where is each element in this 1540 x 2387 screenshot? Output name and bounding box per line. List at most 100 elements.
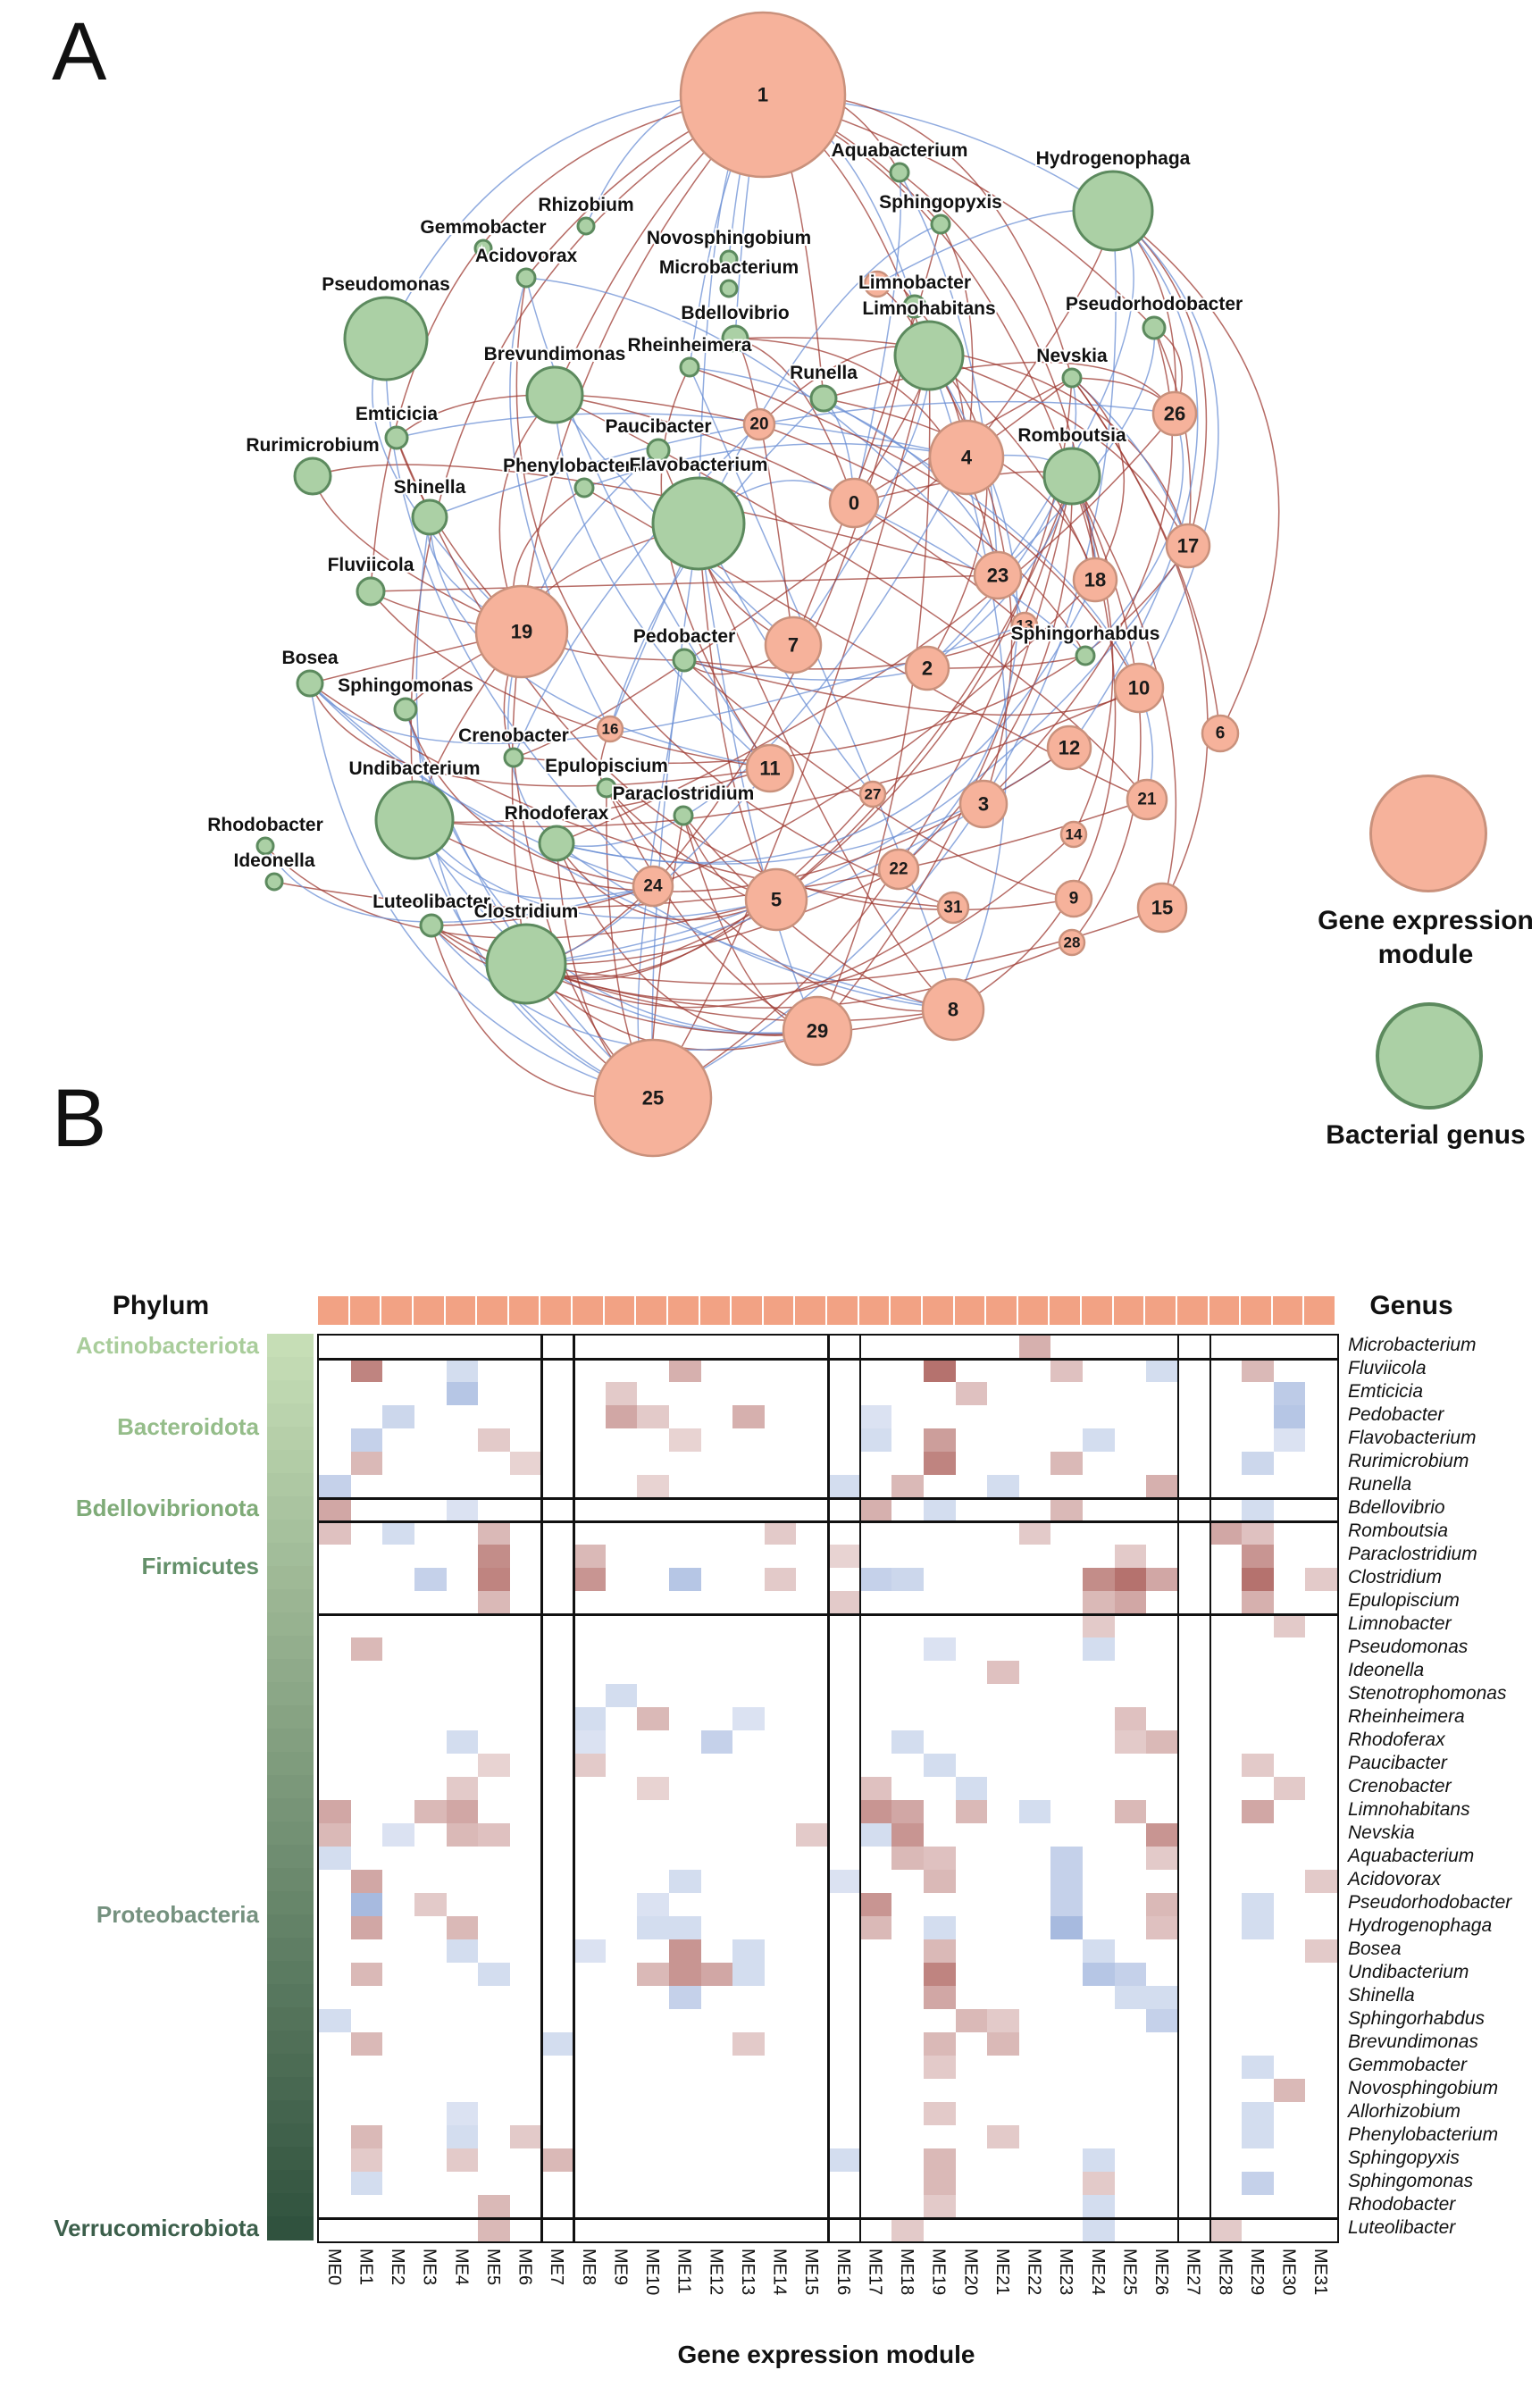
heatmap-cell bbox=[414, 1800, 447, 1823]
genus-row-label: Pedobacter bbox=[1348, 1404, 1444, 1425]
phylum-sidebar-cell bbox=[267, 2077, 314, 2101]
genus-row-label: Microbacterium bbox=[1348, 1335, 1477, 1355]
heatmap-cell bbox=[923, 1452, 956, 1475]
network-edge bbox=[525, 277, 771, 769]
heatmap-cell bbox=[923, 1428, 956, 1452]
heatmap-cell bbox=[446, 1498, 479, 1521]
heatmap-cell bbox=[414, 1568, 447, 1591]
heatmap-cell bbox=[446, 1730, 479, 1754]
network-edge bbox=[683, 659, 928, 681]
network-edge bbox=[899, 172, 1096, 581]
genus-node-label: Acidovorax bbox=[475, 246, 578, 266]
heatmap-cell bbox=[478, 1521, 510, 1545]
network-edge bbox=[1071, 475, 1177, 909]
genus-node-label: Novosphingobium bbox=[647, 228, 811, 248]
heatmap-cell bbox=[446, 2148, 479, 2172]
module-node-label: 17 bbox=[1177, 535, 1199, 557]
genus-node-acidovorax bbox=[515, 267, 537, 289]
x-axis-title: Gene expression module bbox=[677, 2341, 975, 2368]
heatmap-cell bbox=[1083, 1568, 1115, 1591]
genus-row-label: Nevskia bbox=[1348, 1822, 1415, 1843]
heatmap-divider bbox=[1176, 1336, 1180, 2241]
heatmap-cell bbox=[668, 1428, 701, 1452]
network-edge bbox=[734, 338, 855, 504]
heatmap-cell bbox=[923, 1939, 956, 1963]
module-node-19 bbox=[474, 584, 569, 679]
network-edge bbox=[554, 394, 1148, 800]
phylum-sidebar-cell bbox=[267, 2193, 314, 2217]
heatmap-cell bbox=[1146, 1986, 1178, 2009]
heatmap-cell bbox=[828, 1545, 860, 1568]
genus-node-emticicia bbox=[384, 425, 409, 450]
module-node-30 bbox=[863, 270, 891, 298]
network-edge bbox=[513, 545, 1189, 765]
heatmap-cell bbox=[987, 2125, 1019, 2148]
module-node-21 bbox=[1126, 778, 1168, 821]
genus-node-label: Pedobacter bbox=[633, 626, 735, 647]
genus-node-label: Romboutsia bbox=[1017, 425, 1126, 446]
heatmap-cell bbox=[668, 1568, 701, 1591]
heatmap-cell bbox=[987, 2032, 1019, 2056]
module-node-2 bbox=[904, 645, 950, 691]
module-annotation-cell bbox=[1017, 1296, 1049, 1325]
heatmap-cell bbox=[1050, 1870, 1083, 1893]
heatmap-cell bbox=[955, 2009, 988, 2032]
heatmap-cell bbox=[1146, 1823, 1178, 1847]
heatmap-cell bbox=[891, 1823, 924, 1847]
heatmap-cell bbox=[478, 1754, 510, 1777]
genus-row-label: Pseudomonas bbox=[1348, 1637, 1469, 1657]
genus-node-label: Hydrogenophaga bbox=[1036, 148, 1191, 169]
network-edge bbox=[370, 574, 999, 592]
heatmap-cell bbox=[668, 1939, 701, 1963]
heatmap-cell bbox=[891, 1730, 924, 1754]
genus-node-rhodobacter bbox=[255, 836, 275, 856]
network-edge bbox=[309, 683, 654, 1099]
module-node-23 bbox=[973, 550, 1023, 600]
module-node-label: 27 bbox=[865, 786, 882, 803]
heatmap-cell bbox=[859, 1893, 892, 1916]
genus-node-label: Bosea bbox=[281, 648, 338, 668]
module-annotation-cell bbox=[349, 1296, 381, 1325]
module-annotation-cell bbox=[667, 1296, 699, 1325]
network-edge bbox=[312, 464, 999, 576]
phylum-sidebar-cell bbox=[267, 1543, 314, 1567]
heatmap-cell bbox=[573, 1568, 606, 1591]
network-edge bbox=[525, 793, 874, 981]
heatmap-divider bbox=[1209, 1336, 1211, 2241]
heatmap-cell bbox=[446, 1800, 479, 1823]
phylum-sidebar-cell bbox=[267, 1798, 314, 1822]
genus-node-runella bbox=[809, 384, 838, 413]
legend-genus-label: Bacterial genus bbox=[1326, 1120, 1526, 1150]
genus-node-pedobacter bbox=[672, 648, 697, 673]
heatmap-cell bbox=[1114, 1707, 1147, 1730]
genus-row-label: Acidovorax bbox=[1348, 1869, 1441, 1889]
module-column-label: ME22 bbox=[1024, 2249, 1044, 2296]
heatmap-cell bbox=[923, 1359, 956, 1382]
genus-row-label: Sphingorhabdus bbox=[1348, 2008, 1485, 2029]
module-column-label: ME28 bbox=[1215, 2249, 1235, 2296]
heatmap-cell bbox=[796, 1823, 828, 1847]
genus-node-clostridium bbox=[485, 923, 567, 1005]
module-annotation-cell bbox=[477, 1296, 507, 1325]
genus-node-label: Sphingopyxis bbox=[879, 192, 1002, 213]
heatmap-cell bbox=[573, 1939, 606, 1963]
heatmap-cell bbox=[1083, 1637, 1115, 1661]
network-edge bbox=[370, 590, 771, 769]
heatmap-cell bbox=[1146, 1568, 1178, 1591]
heatmap-divider bbox=[540, 1336, 543, 2241]
module-node-0 bbox=[828, 477, 880, 529]
heatmap-cell bbox=[987, 1661, 1019, 1684]
heatmap-cell bbox=[446, 1916, 479, 1939]
heatmap-cell bbox=[828, 1475, 860, 1498]
network-edge bbox=[698, 523, 777, 900]
network-edge bbox=[515, 277, 954, 909]
module-node-label: 31 bbox=[943, 899, 963, 917]
genus-node-label: Aquabacterium bbox=[832, 140, 968, 161]
module-annotation-cell bbox=[636, 1296, 666, 1325]
module-node-label: 11 bbox=[759, 758, 780, 780]
heatmap-cell bbox=[1050, 1847, 1083, 1870]
network-edge bbox=[429, 400, 1176, 518]
network-edge bbox=[414, 767, 771, 824]
genus-node-label: Epulopiscium bbox=[545, 756, 668, 776]
module-node-18 bbox=[1072, 557, 1118, 603]
